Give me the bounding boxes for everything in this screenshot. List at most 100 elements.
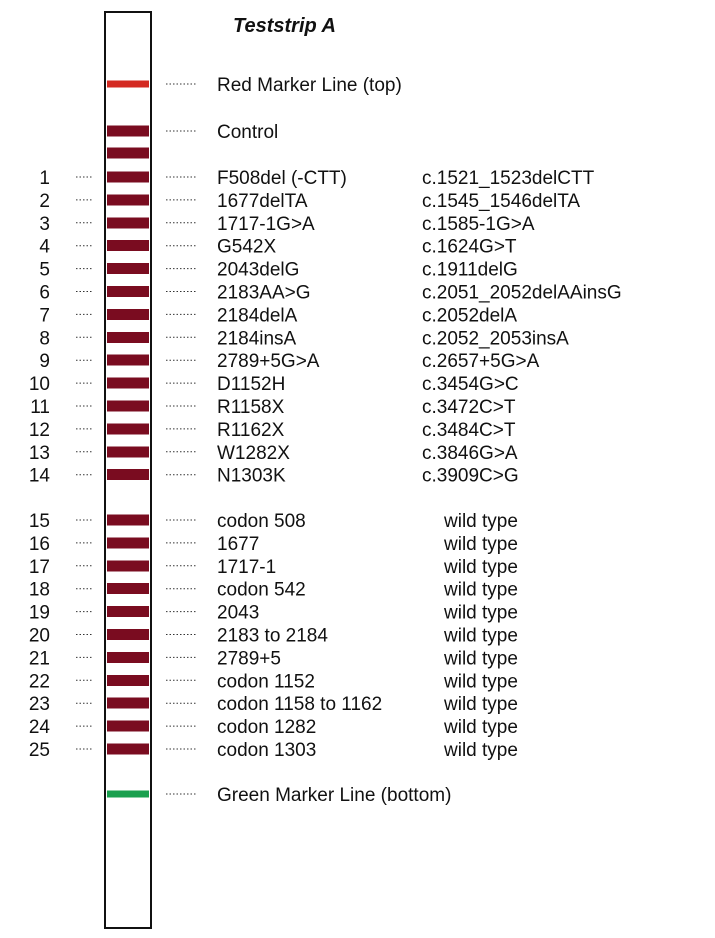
wildtype-status: wild type — [443, 740, 518, 761]
red-marker-label: Red Marker Line (top) — [217, 75, 402, 96]
row-number: 7 — [39, 305, 50, 326]
wildtype-status: wild type — [443, 580, 518, 601]
mutation-name: D1152H — [217, 374, 285, 395]
mutation-hgvs: c.3472C>T — [422, 397, 516, 418]
row-number: 24 — [29, 717, 51, 738]
mutation-name: 1717-1G>A — [217, 214, 315, 235]
mutation-hgvs: c.2657+5G>A — [422, 351, 540, 372]
control-label: Control — [217, 122, 278, 143]
wildtype-band — [107, 720, 149, 732]
green-marker-band — [107, 790, 149, 798]
wildtype-status: wild type — [443, 671, 518, 692]
wildtype-band — [107, 560, 149, 572]
mutation-hgvs: c.1624G>T — [422, 237, 517, 258]
mutation-band — [107, 423, 149, 435]
wildtype-status: wild type — [443, 626, 518, 647]
wildtype-band — [107, 514, 149, 526]
wildtype-name: 2183 to 2184 — [217, 626, 328, 647]
mutation-hgvs: c.2051_2052delAAinsG — [422, 283, 622, 304]
wildtype-status: wild type — [443, 534, 518, 555]
row-number: 22 — [29, 671, 50, 692]
mutation-band — [107, 308, 149, 320]
row-number: 2 — [39, 191, 50, 212]
wildtype-name: 1677 — [217, 534, 259, 555]
wildtype-band — [107, 537, 149, 549]
diagram-title: Teststrip A — [233, 15, 336, 37]
mutation-band — [107, 377, 149, 389]
wildtype-status: wild type — [443, 694, 518, 715]
mutation-band — [107, 194, 149, 206]
mutation-hgvs: c.2052_2053insA — [422, 328, 569, 349]
wildtype-status: wild type — [443, 717, 518, 738]
mutation-hgvs: c.3909C>G — [422, 466, 519, 487]
mutation-name: G542X — [217, 237, 276, 258]
mutation-band — [107, 240, 149, 252]
row-number: 19 — [29, 603, 50, 624]
row-number: 12 — [29, 420, 50, 441]
mutation-hgvs: c.1545_1546delTA — [422, 191, 580, 212]
wildtype-status: wild type — [443, 648, 518, 669]
mutation-band — [107, 469, 149, 481]
wildtype-name: 1717-1 — [217, 557, 276, 578]
mutation-band — [107, 171, 149, 183]
row-number: 8 — [39, 328, 50, 349]
row-number: 21 — [29, 648, 50, 669]
row-number: 9 — [39, 351, 50, 372]
mutation-band — [107, 354, 149, 366]
mutation-name: W1282X — [217, 443, 290, 464]
mutation-hgvs: c.2052delA — [422, 305, 517, 326]
row-number: 13 — [29, 443, 50, 464]
row-number: 10 — [29, 374, 50, 395]
wildtype-band — [107, 697, 149, 709]
row-number: 23 — [29, 694, 50, 715]
row-number: 16 — [29, 534, 50, 555]
control-band — [107, 125, 149, 137]
row-number: 11 — [30, 397, 50, 418]
wildtype-band — [107, 674, 149, 686]
wildtype-name: codon 1303 — [217, 740, 316, 761]
mutation-band — [107, 400, 149, 412]
wildtype-band — [107, 583, 149, 595]
row-number: 14 — [29, 466, 51, 487]
mutation-hgvs: c.1585-1G>A — [422, 214, 535, 235]
mutation-name: 1677delTA — [217, 191, 308, 212]
wildtype-band — [107, 651, 149, 663]
row-number: 17 — [29, 557, 50, 578]
mutation-name: R1158X — [217, 397, 285, 418]
mutation-band — [107, 263, 149, 275]
mutation-hgvs: c.1521_1523delCTT — [422, 168, 595, 189]
wildtype-name: codon 542 — [217, 580, 306, 601]
row-number: 5 — [39, 260, 50, 281]
red-marker-band — [107, 80, 149, 88]
mutation-band — [107, 286, 149, 297]
wildtype-name: codon 508 — [217, 511, 306, 532]
wildtype-status: wild type — [443, 557, 518, 578]
leader-group — [76, 83, 196, 795]
row-number: 20 — [29, 626, 50, 647]
wildtype-name: 2043 — [217, 603, 259, 624]
wildtype-band — [107, 743, 149, 755]
wildtype-name: codon 1152 — [217, 671, 315, 692]
mutation-hgvs: c.3484C>T — [422, 420, 516, 441]
row-number: 6 — [39, 283, 50, 304]
wildtype-name: 2789+5 — [217, 648, 281, 669]
row-number: 15 — [29, 511, 50, 532]
mutation-name: 2184insA — [217, 328, 297, 349]
mutation-name: R1162X — [217, 420, 285, 441]
mutation-band — [107, 331, 149, 343]
mutation-hgvs: c.3846G>A — [422, 443, 518, 464]
mutation-hgvs: c.1911delG — [422, 260, 518, 281]
wildtype-name: codon 1282 — [217, 717, 316, 738]
mutation-hgvs: c.3454G>C — [422, 374, 519, 395]
mutation-name: N1303K — [217, 466, 286, 487]
mutation-name: 2043delG — [217, 260, 299, 281]
mutation-band — [107, 446, 149, 458]
wildtype-band — [107, 629, 149, 640]
control-band-secondary — [107, 147, 149, 159]
band-group — [107, 80, 149, 798]
row-number: 1 — [39, 168, 50, 189]
wildtype-status: wild type — [443, 603, 518, 624]
row-number: 4 — [39, 237, 50, 258]
mutation-name: F508del (-CTT) — [217, 168, 347, 189]
